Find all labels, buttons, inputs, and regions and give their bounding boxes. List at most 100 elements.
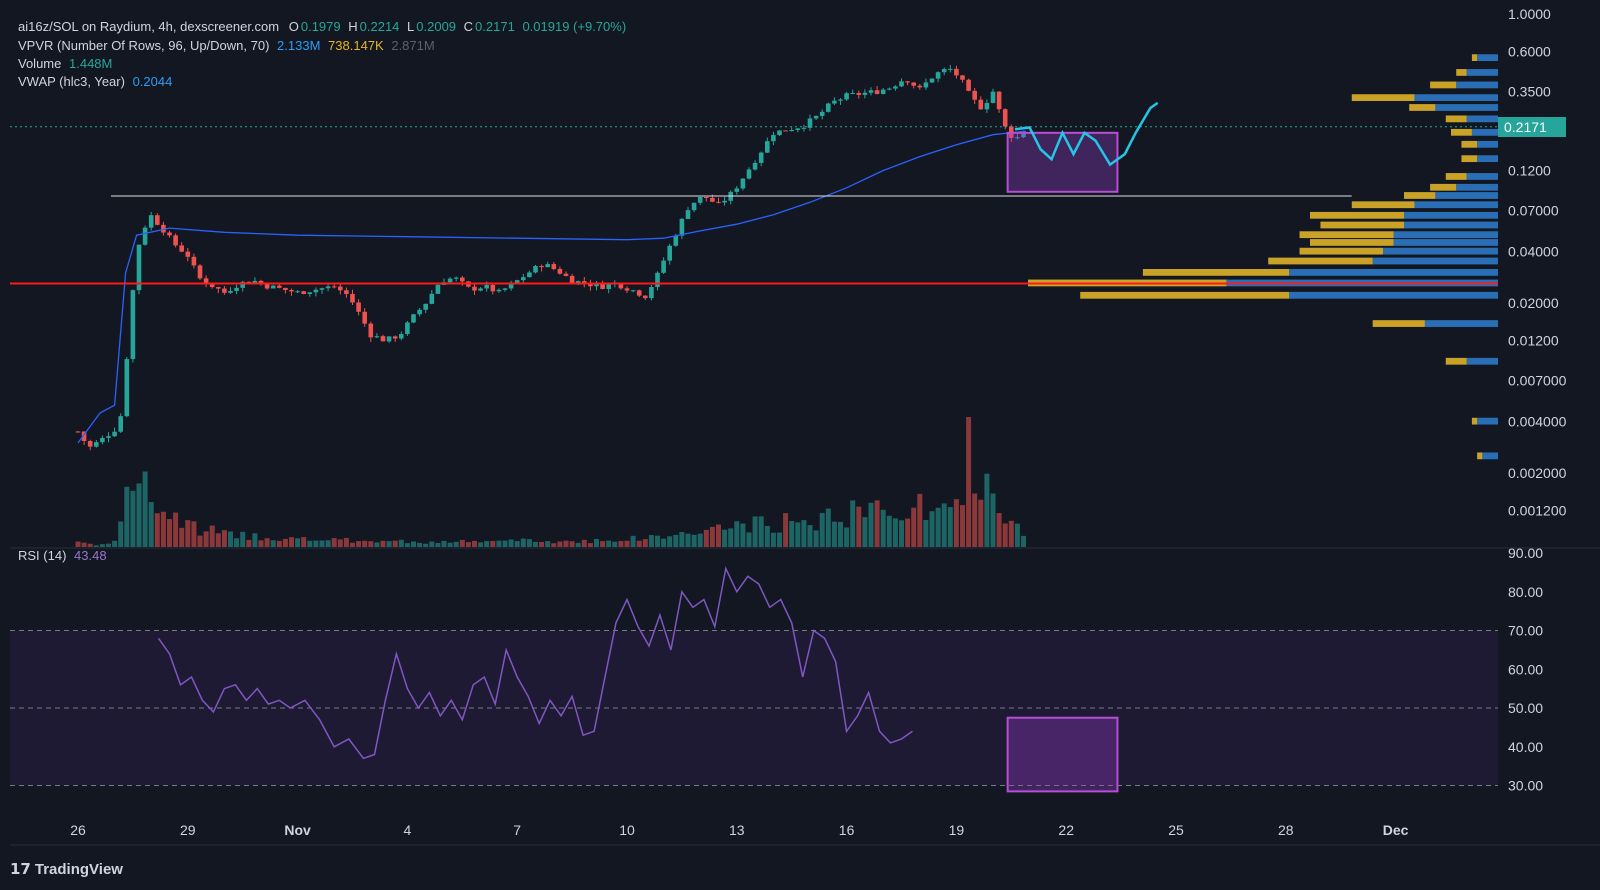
volume-bar xyxy=(423,543,429,547)
candle-body xyxy=(313,289,319,293)
rsi-tick-label: 50.00 xyxy=(1508,700,1543,716)
time-tick-label: 16 xyxy=(839,822,855,838)
candle-body xyxy=(948,68,953,70)
time-axis[interactable]: 26 29 Nov 4 7 10 13 16 19 22 25 28 Dec xyxy=(70,822,1408,838)
candle-body xyxy=(484,284,489,289)
candle-body xyxy=(234,287,239,291)
vpvr-row-up xyxy=(1289,269,1498,276)
projection-box[interactable] xyxy=(1006,131,1119,193)
candle-body xyxy=(679,218,685,236)
candle-body xyxy=(374,336,380,338)
candle-body xyxy=(850,93,855,95)
candle-body xyxy=(106,436,111,438)
volume-bar xyxy=(795,522,801,547)
vpvr-row-up xyxy=(1404,221,1498,229)
time-tick-label: 28 xyxy=(1278,822,1294,838)
volume-bar xyxy=(874,500,880,547)
candle-body xyxy=(777,130,782,136)
symbol-title[interactable]: ai16z/SOL on Raydium, 4h, dexscreener.co… xyxy=(18,19,280,34)
volume-bar xyxy=(618,540,624,547)
volume-bar xyxy=(307,540,313,547)
volume-bar xyxy=(709,526,715,547)
candle-body xyxy=(270,285,276,289)
volume-bar xyxy=(722,529,728,547)
vpvr-row-up xyxy=(1414,201,1498,209)
candle-body xyxy=(399,334,404,339)
volume-bar xyxy=(777,532,782,547)
candle-body xyxy=(179,245,184,252)
vpvr-row-up xyxy=(1477,140,1498,148)
candle-body xyxy=(118,416,123,432)
volume-bar xyxy=(575,542,581,547)
volume-bar xyxy=(947,507,953,547)
vpvr-row-up xyxy=(1466,173,1498,180)
projection-path[interactable] xyxy=(1014,101,1159,167)
vwap-legend[interactable]: VWAP (hlc3, Year) 0.2044 xyxy=(18,73,172,91)
volume-bar xyxy=(106,543,111,547)
candle-body xyxy=(136,244,142,291)
vpvr-up-value: 2.133M xyxy=(277,38,321,53)
rsi-tick-label: 30.00 xyxy=(1508,778,1543,794)
vpvr-row-down xyxy=(1299,247,1384,255)
vpvr-row-up xyxy=(1466,69,1498,76)
volume-value: 1.448M xyxy=(69,56,113,71)
vpvr-row-down xyxy=(1445,357,1467,365)
candle-body xyxy=(899,81,904,87)
vpvr-row-down xyxy=(1471,54,1478,62)
volume-bar xyxy=(478,542,484,547)
vpvr-row-up xyxy=(1404,211,1498,219)
volume-bar xyxy=(856,506,862,547)
volume-bar xyxy=(972,493,978,547)
volume-bar xyxy=(941,503,947,547)
tradingview-logo[interactable]: 17 TradingView xyxy=(10,860,123,878)
candle-body xyxy=(984,102,990,110)
candle-body xyxy=(478,288,483,291)
vpvr-row-down xyxy=(1445,115,1467,123)
volume-bar xyxy=(331,538,337,547)
candle-body xyxy=(990,91,996,103)
candle-body xyxy=(447,278,453,283)
open-value: 0.1979 xyxy=(300,19,341,34)
volume-bar xyxy=(1008,520,1014,547)
volume-bar xyxy=(624,540,630,547)
candle-body xyxy=(258,280,264,284)
volume-bar xyxy=(258,540,264,547)
candle-body xyxy=(344,290,349,294)
candle-body xyxy=(185,251,191,257)
vpvr-row-down xyxy=(1310,239,1394,246)
vwap-label: VWAP (hlc3, Year) xyxy=(18,74,125,89)
vpvr-row-down xyxy=(1299,231,1394,239)
vpvr-legend[interactable]: VPVR (Number Of Rows, 96, Up/Down, 70) 2… xyxy=(18,37,435,55)
candle-body xyxy=(569,275,575,284)
volume-bar xyxy=(289,537,294,547)
candle-body xyxy=(636,290,642,296)
rsi-label: RSI (14) xyxy=(18,548,67,563)
volume-legend[interactable]: Volume 1.448M xyxy=(18,55,112,73)
volume-bar xyxy=(490,540,496,547)
candle-body xyxy=(514,280,520,284)
time-tick-label: 13 xyxy=(729,822,745,838)
candle-body xyxy=(252,280,258,284)
volume-bar xyxy=(1014,523,1020,547)
volume-bar xyxy=(648,535,654,547)
volume-bar xyxy=(429,541,435,547)
rsi-projection-box[interactable] xyxy=(1006,716,1119,793)
rsi-axis[interactable]: 90.00 80.00 70.00 60.00 50.00 40.00 30.00 xyxy=(1508,545,1543,794)
vpvr-row-up xyxy=(1383,247,1498,255)
volume-bar xyxy=(752,516,758,547)
time-tick-label: 29 xyxy=(180,822,196,838)
rsi-legend[interactable]: RSI (14) 43.48 xyxy=(18,547,107,565)
candle-body xyxy=(624,288,630,291)
candle-body xyxy=(838,99,843,101)
volume-bar xyxy=(173,512,179,547)
price-axis[interactable]: 1.0000 0.6000 0.3500 0.1200 0.07000 0.04000 0.… xyxy=(1508,6,1567,519)
volume-profile xyxy=(1028,54,1498,460)
volume-bar xyxy=(380,540,386,547)
volume-bar xyxy=(191,521,197,547)
candle-body xyxy=(783,130,788,132)
volume-bar xyxy=(899,520,904,547)
volume-bar xyxy=(587,543,593,547)
volume-bar xyxy=(319,540,325,547)
candle-body xyxy=(94,442,99,447)
